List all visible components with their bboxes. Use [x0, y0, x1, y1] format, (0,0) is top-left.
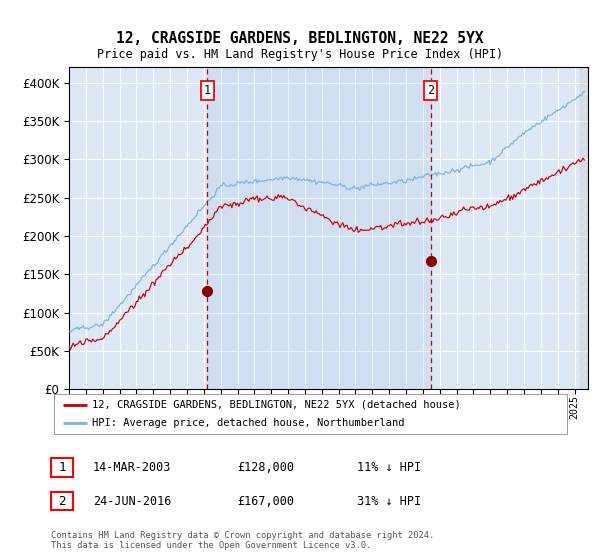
Text: 2: 2 [58, 494, 66, 508]
Text: 1: 1 [203, 83, 211, 97]
Text: 11% ↓ HPI: 11% ↓ HPI [357, 461, 421, 474]
Text: 31% ↓ HPI: 31% ↓ HPI [357, 494, 421, 508]
Bar [207, 67, 431, 389]
Text: £128,000: £128,000 [237, 461, 294, 474]
Bar [580, 67, 588, 389]
Text: Contains HM Land Registry data © Crown copyright and database right 2024.
This d: Contains HM Land Registry data © Crown c… [51, 530, 434, 550]
Text: 12, CRAGSIDE GARDENS, BEDLINGTON, NE22 5YX: 12, CRAGSIDE GARDENS, BEDLINGTON, NE22 5… [116, 31, 484, 46]
Text: 1: 1 [58, 461, 66, 474]
Text: 12, CRAGSIDE GARDENS, BEDLINGTON, NE22 5YX (detached house): 12, CRAGSIDE GARDENS, BEDLINGTON, NE22 5… [92, 400, 461, 409]
Text: 24-JUN-2016: 24-JUN-2016 [93, 494, 172, 508]
Text: 14-MAR-2003: 14-MAR-2003 [93, 461, 172, 474]
Text: Price paid vs. HM Land Registry's House Price Index (HPI): Price paid vs. HM Land Registry's House … [97, 48, 503, 60]
Text: 2: 2 [427, 83, 434, 97]
Text: HPI: Average price, detached house, Northumberland: HPI: Average price, detached house, Nort… [92, 418, 405, 428]
Text: £167,000: £167,000 [237, 494, 294, 508]
